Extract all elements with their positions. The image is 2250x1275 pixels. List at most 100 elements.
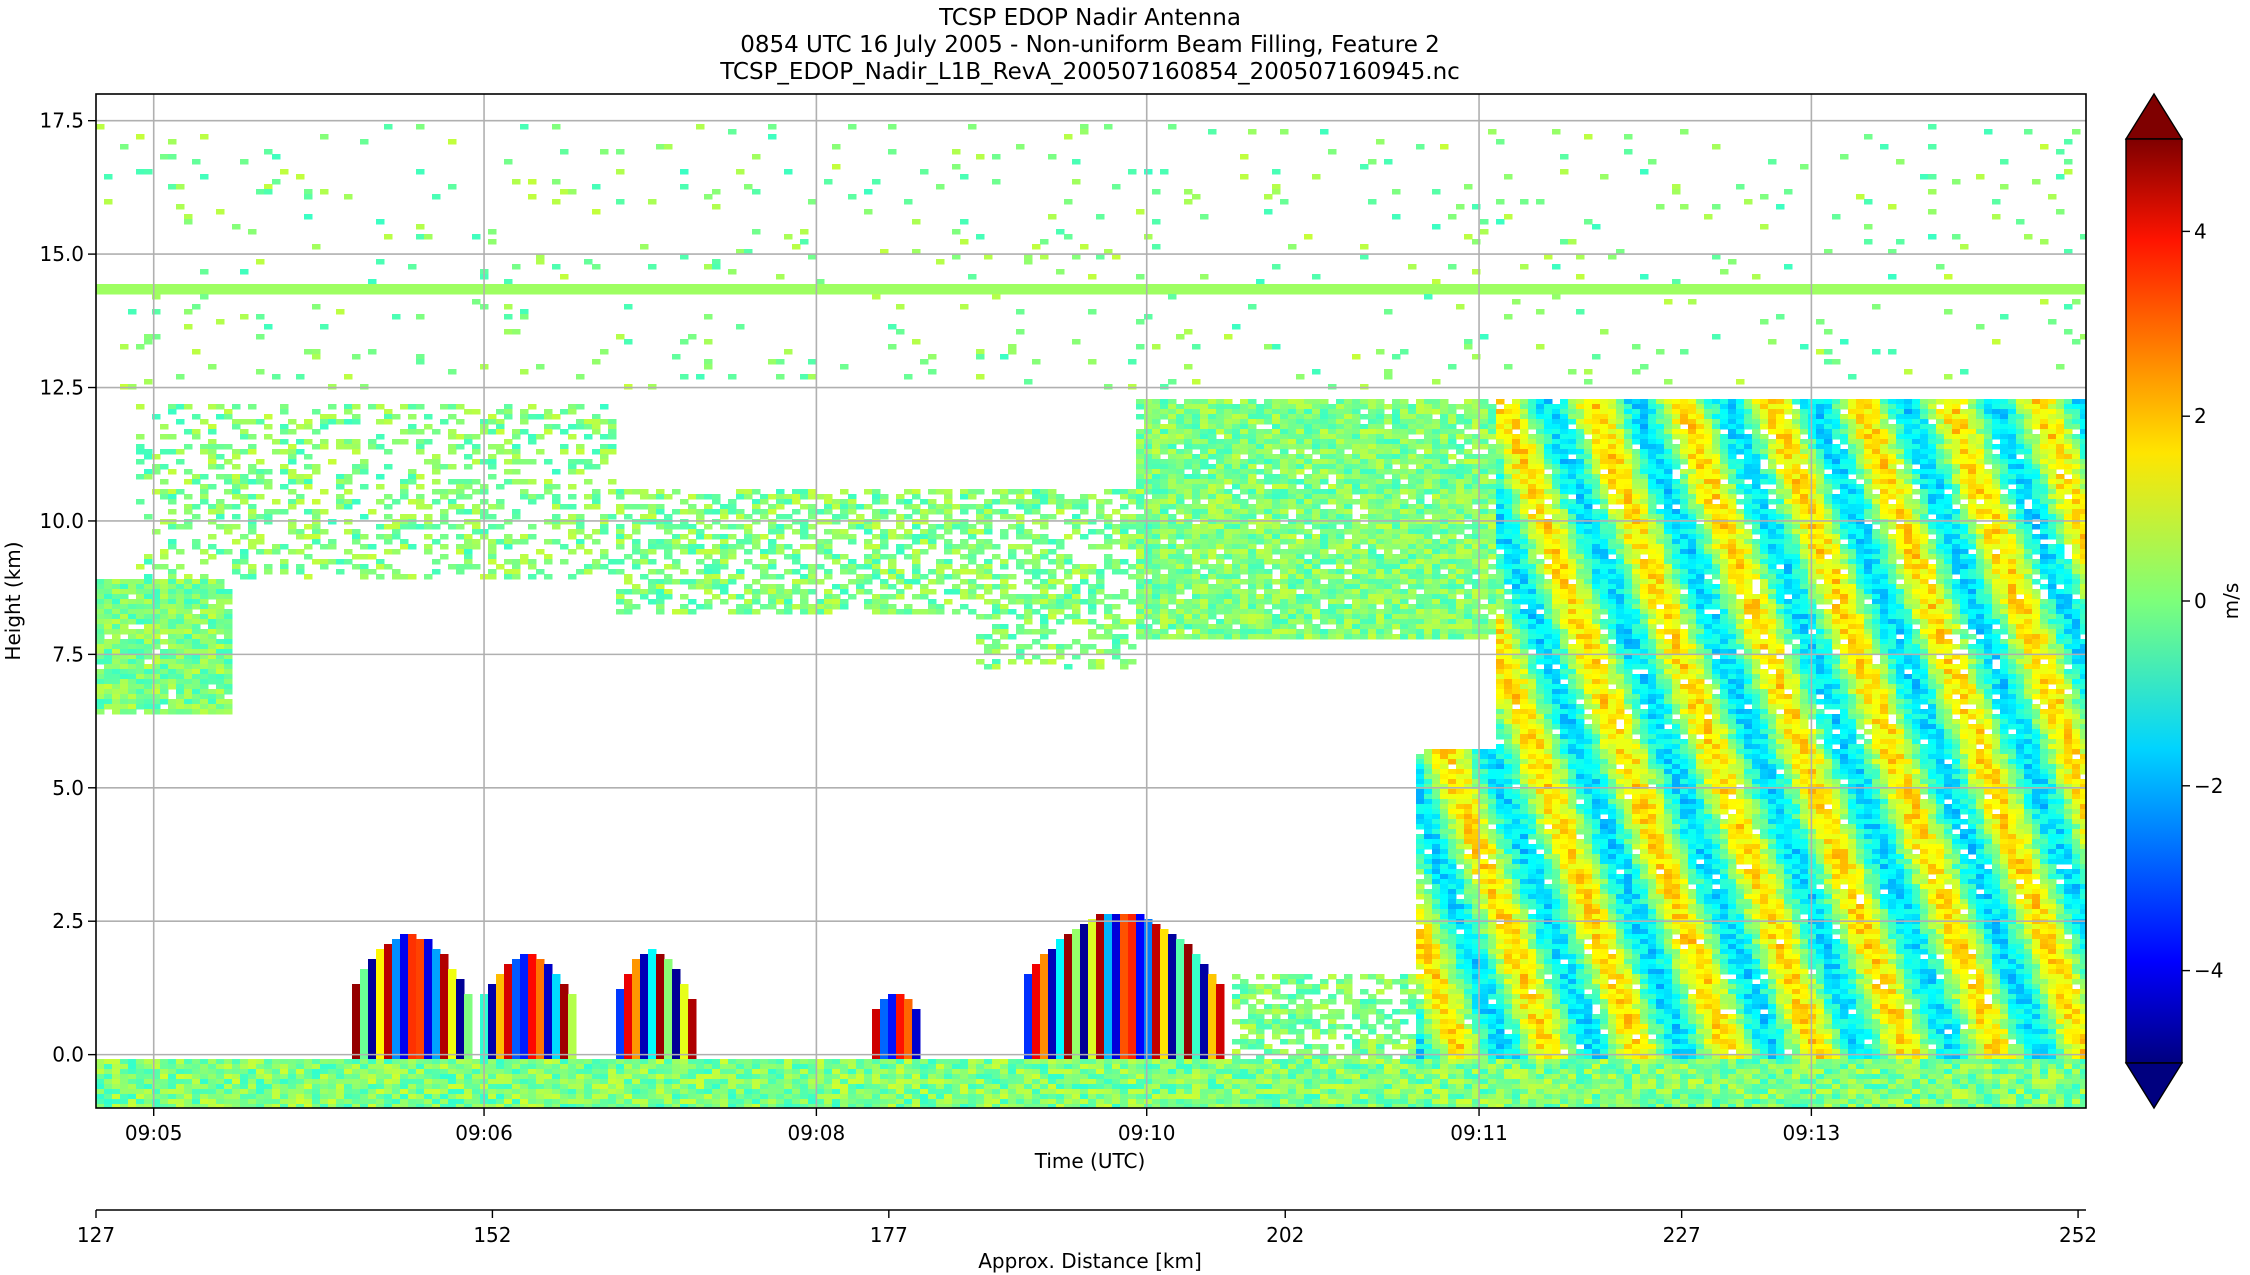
field-cell (224, 654, 233, 660)
field-cell (544, 574, 553, 580)
field-cell (432, 539, 441, 545)
field-cell (208, 609, 217, 615)
field-cell (552, 1009, 561, 1015)
field-cell (1072, 609, 1081, 615)
field-cell (1112, 614, 1121, 620)
field-cell (224, 589, 233, 595)
field-cell (768, 594, 777, 600)
field-cell (104, 679, 113, 685)
field-cell (1104, 1024, 1113, 1030)
field-cell (1040, 1054, 1049, 1060)
field-cell (352, 529, 361, 535)
field-cell (544, 539, 553, 545)
field-cell (896, 549, 905, 555)
field-cell (128, 619, 137, 625)
field-cell (944, 529, 953, 535)
field-cell (784, 1069, 793, 1075)
field-cell (672, 1094, 681, 1100)
field-cell (584, 459, 593, 465)
field-cell (200, 649, 209, 655)
field-cell (800, 494, 809, 500)
field-cell (504, 969, 513, 975)
field-cell (464, 1069, 473, 1075)
field-cell (1056, 1094, 1065, 1100)
field-cell (360, 1104, 369, 1108)
field-cell (896, 994, 905, 1000)
field-cell (184, 1079, 193, 1085)
field-cell (624, 1059, 633, 1065)
field-cell (1112, 569, 1121, 575)
field-cell (504, 1074, 513, 1080)
field-cell (112, 1094, 121, 1100)
field-cell (136, 474, 145, 480)
field-cell (424, 549, 433, 555)
field-cell (696, 559, 705, 565)
field-cell (296, 449, 305, 455)
field-cell (176, 1104, 185, 1108)
field-cell (984, 529, 993, 535)
field-cell (312, 1069, 321, 1075)
field-cell (112, 1104, 121, 1108)
field-cell (752, 229, 761, 235)
field-cell (456, 984, 465, 990)
field-cell (936, 1099, 945, 1105)
field-cell (1016, 624, 1025, 630)
field-cell (360, 1029, 369, 1035)
field-cell (368, 1019, 377, 1025)
field-cell (648, 199, 657, 205)
field-cell (664, 1029, 673, 1035)
field-cell (136, 1059, 145, 1065)
field-cell (912, 1089, 921, 1095)
field-cell (672, 524, 681, 530)
field-cell (976, 1064, 985, 1070)
field-cell (592, 489, 601, 495)
field-cell (160, 599, 169, 605)
field-cell (104, 684, 113, 690)
field-cell (232, 454, 241, 460)
field-cell (968, 594, 977, 600)
field-cell (168, 184, 177, 190)
field-cell (896, 1044, 905, 1050)
field-cell (528, 1104, 537, 1108)
field-cell (208, 679, 217, 685)
field-cell (304, 424, 313, 430)
field-cell (304, 194, 313, 200)
field-cell (304, 284, 313, 290)
field-cell (1024, 629, 1033, 635)
field-cell (688, 584, 697, 590)
field-cell (160, 564, 169, 570)
field-cell (1112, 254, 1121, 260)
field-cell (808, 579, 817, 585)
field-cell (528, 1054, 537, 1060)
field-cell (1096, 969, 1105, 975)
field-cell (840, 529, 849, 535)
field-cell (144, 684, 153, 690)
field-cell (184, 619, 193, 625)
field-cell (280, 1094, 289, 1100)
field-cell (528, 284, 537, 290)
field-cell (280, 1069, 289, 1075)
field-cell (488, 1009, 497, 1015)
field-cell (776, 1094, 785, 1100)
field-cell (152, 1099, 161, 1105)
field-cell (136, 699, 145, 705)
field-cell (864, 554, 873, 560)
field-cell (392, 1069, 401, 1075)
field-cell (376, 1059, 385, 1065)
field-cell (400, 439, 409, 445)
field-cell (144, 1059, 153, 1065)
field-cell (144, 579, 153, 585)
field-cell (112, 684, 121, 690)
field-cell (880, 539, 889, 545)
field-cell (1064, 664, 1073, 670)
field-cell (816, 1064, 825, 1070)
field-cell (928, 609, 937, 615)
field-cell (768, 1069, 777, 1075)
field-cell (184, 684, 193, 690)
field-cell (112, 624, 121, 630)
field-cell (792, 494, 801, 500)
field-cell (112, 709, 121, 715)
field-cell (1080, 984, 1089, 990)
field-cell (616, 609, 625, 615)
field-cell (880, 284, 889, 290)
